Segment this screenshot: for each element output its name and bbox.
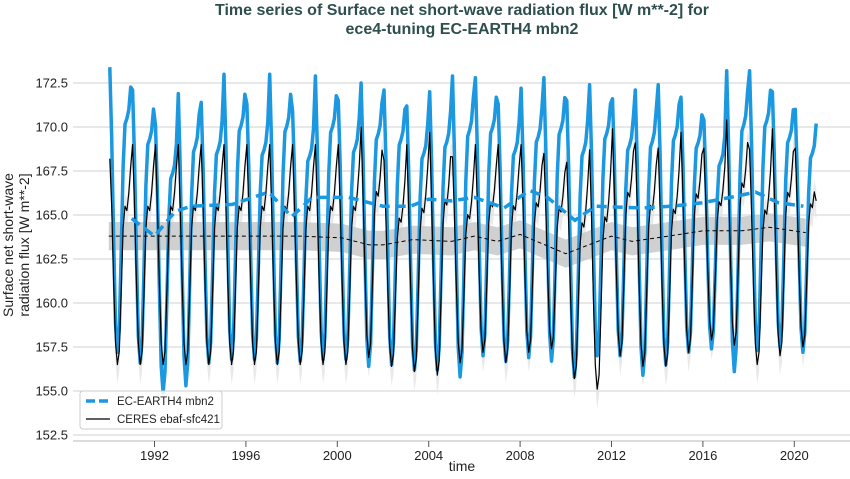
chart-title-line-2: ece4-tuning EC-EARTH4 mbn2 <box>346 21 579 38</box>
x-axis-label: time <box>449 458 476 474</box>
x-tick-label: 2020 <box>780 448 809 463</box>
y-tick-label: 172.5 <box>35 76 68 91</box>
y-tick-labels: 152.5 155.0 157.5 160.0 162.5 165.0 167.5 170.0… <box>35 76 68 443</box>
y-tick-label: 152.5 <box>35 428 68 443</box>
legend-model-label: EC-EARTH4 mbn2 <box>117 396 214 408</box>
obs-running-mean-line <box>108 226 806 255</box>
y-tick-label: 162.5 <box>35 252 68 267</box>
chart-title-line-1: Time series of Surface net short-wave ra… <box>215 2 709 19</box>
x-tick-label: 2004 <box>414 448 443 463</box>
x-tick-label: 1992 <box>140 448 169 463</box>
legend: EC-EARTH4 mbn2 CERES ebaf-sfc421 <box>79 390 223 430</box>
legend-box <box>79 390 223 430</box>
model-running-mean-line <box>130 188 804 239</box>
y-axis-label: Surface net short-wave radiation flux [W… <box>0 173 32 317</box>
y-tick-label: 165.0 <box>35 208 68 223</box>
y-tick-label: 157.5 <box>35 340 68 355</box>
x-tick-label: 2000 <box>323 448 352 463</box>
y-axis-label-line-2: radiation flux [W m**-2] <box>16 173 32 316</box>
obs-monthly-line <box>109 119 817 390</box>
data-lines <box>108 67 818 395</box>
x-tick-label: 2008 <box>506 448 535 463</box>
x-tick-label: 1996 <box>231 448 260 463</box>
y-axis-label-line-1: Surface net short-wave <box>0 173 16 317</box>
x-tick-label: 2012 <box>597 448 626 463</box>
legend-obs-label: CERES ebaf-sfc421 <box>117 414 220 426</box>
x-tick-label: 2016 <box>688 448 717 463</box>
y-tick-label: 155.0 <box>35 384 68 399</box>
x-tick-labels: 1992 1996 2000 2004 2008 2012 2016 2020 <box>140 441 809 463</box>
y-tick-label: 160.0 <box>35 296 68 311</box>
y-tick-label: 167.5 <box>35 164 68 179</box>
y-tick-label: 170.0 <box>35 120 68 135</box>
